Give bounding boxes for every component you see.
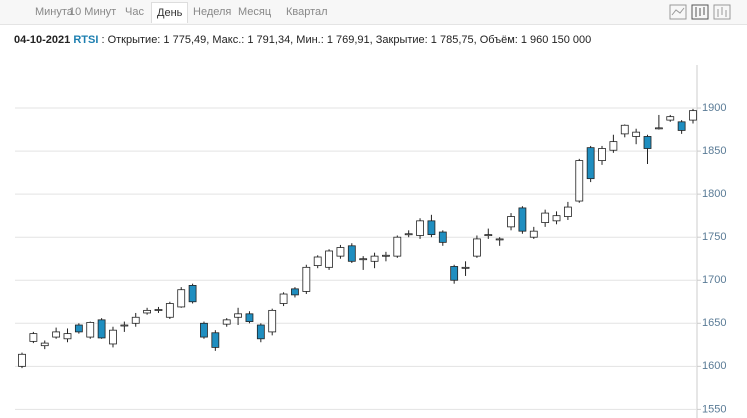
candle-body [131,316,140,324]
candle-body [643,136,652,149]
candle-body [211,332,220,348]
candle-body [677,121,686,131]
candle-body [154,309,163,311]
candle-body [97,319,106,339]
candle-body [143,309,152,314]
y-tick-label: 1850 [702,145,726,157]
y-tick-label: 1800 [702,188,726,200]
tab[interactable]: Месяц [238,6,272,18]
candle-body [552,215,561,222]
candle-body [109,329,117,345]
candle-body [393,236,402,257]
candle-body [370,255,379,262]
y-tick-label: 1550 [702,403,726,415]
toolbar: Минута 10 Минут Час День Неделя Месяц Квартал [0,0,747,25]
candle-body [473,238,481,257]
candle-body [427,220,436,236]
tab[interactable]: Минута [35,6,73,18]
candle-body [416,220,424,236]
candle-body [291,288,299,296]
candle-body [165,303,174,318]
tab[interactable]: Неделя [193,6,232,18]
candle-body [654,127,663,130]
details: : Открытие: 1 775,49, Макс.: 1 791,34, М… [101,34,592,46]
candle-body [18,353,26,367]
candle-body [40,342,49,347]
tab[interactable]: День [151,2,189,23]
candle-body [268,309,277,333]
candle-body [575,160,584,202]
y-tick-label: 1700 [702,274,726,286]
y-tick-label: 1600 [702,360,726,372]
candle-body [359,258,368,261]
tab[interactable]: Час [125,6,144,18]
info-line: 04-10-2021 RTSI : Открытие: 1 775,49, Ма… [14,34,591,46]
candle-body [63,333,72,340]
tab[interactable]: 10 Минут [69,6,117,18]
candle-body [177,289,186,308]
candle-body [234,313,242,318]
candle-body [689,110,697,121]
candle-body [586,147,595,180]
y-tick-label: 1900 [702,102,726,114]
tab[interactable]: Квартал [286,6,328,18]
candle-body [222,319,231,325]
candle-body [609,141,618,151]
candle-body [188,285,197,303]
candle-body [86,322,95,338]
candle-body [438,231,447,243]
candle-body [347,245,356,262]
candle-body [382,254,390,257]
candle-body [325,250,333,268]
candle-body [598,148,606,161]
candle-body [256,324,265,340]
candle-body [620,124,629,135]
candle-body [336,247,345,257]
candle-body [52,331,61,338]
candle-body [450,266,459,281]
candle-body [563,206,572,217]
candle-body [518,207,527,232]
candle-body [541,212,550,223]
candle-body [302,266,311,292]
candle-body [461,266,470,269]
candle-body [279,293,288,304]
date: 04-10-2021 [14,34,71,46]
chart-icons [669,4,731,20]
candle-body [245,313,254,322]
candle-body [484,234,493,237]
candle-body [529,230,538,238]
candle-body [666,116,675,121]
y-tick-label: 1750 [702,231,726,243]
candle-body [404,233,413,236]
candle-body [200,322,208,338]
candle-body [495,238,504,241]
candle-body [74,324,83,333]
ticker: RTSI [73,34,99,46]
candle-body [313,256,322,267]
candle-body [29,333,38,342]
candle-body [632,131,641,137]
candle-body [507,216,515,228]
y-tick-label: 1650 [702,317,726,329]
candle-body [120,324,129,327]
